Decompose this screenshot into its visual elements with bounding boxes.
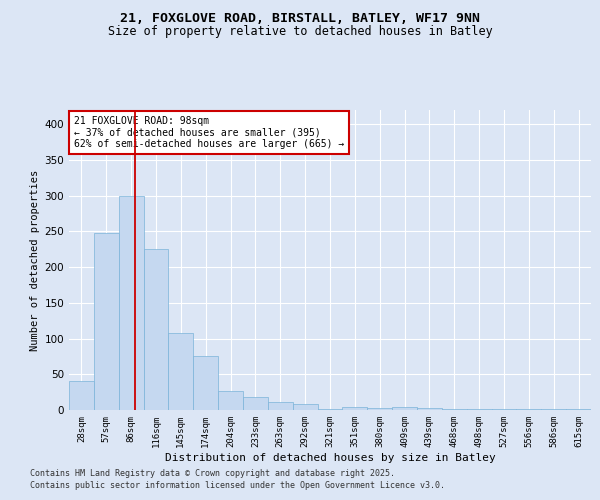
Bar [293, 404, 317, 410]
Bar [417, 408, 442, 410]
Text: 21 FOXGLOVE ROAD: 98sqm
← 37% of detached houses are smaller (395)
62% of semi-d: 21 FOXGLOVE ROAD: 98sqm ← 37% of detache… [74, 116, 344, 149]
Bar [193, 356, 218, 410]
Bar [268, 402, 293, 410]
Bar [566, 408, 591, 410]
Text: Contains HM Land Registry data © Crown copyright and database right 2025.: Contains HM Land Registry data © Crown c… [30, 468, 395, 477]
Text: Contains public sector information licensed under the Open Government Licence v3: Contains public sector information licen… [30, 481, 445, 490]
Bar [94, 233, 119, 410]
Bar [317, 408, 343, 410]
Y-axis label: Number of detached properties: Number of detached properties [30, 170, 40, 350]
Bar [392, 407, 417, 410]
Bar [243, 397, 268, 410]
Text: Size of property relative to detached houses in Batley: Size of property relative to detached ho… [107, 25, 493, 38]
Bar [119, 196, 143, 410]
Bar [69, 382, 94, 410]
X-axis label: Distribution of detached houses by size in Batley: Distribution of detached houses by size … [164, 452, 496, 462]
Bar [343, 407, 367, 410]
Text: 21, FOXGLOVE ROAD, BIRSTALL, BATLEY, WF17 9NN: 21, FOXGLOVE ROAD, BIRSTALL, BATLEY, WF1… [120, 12, 480, 26]
Bar [442, 408, 467, 410]
Bar [367, 408, 392, 410]
Bar [218, 390, 243, 410]
Bar [143, 250, 169, 410]
Bar [169, 333, 193, 410]
